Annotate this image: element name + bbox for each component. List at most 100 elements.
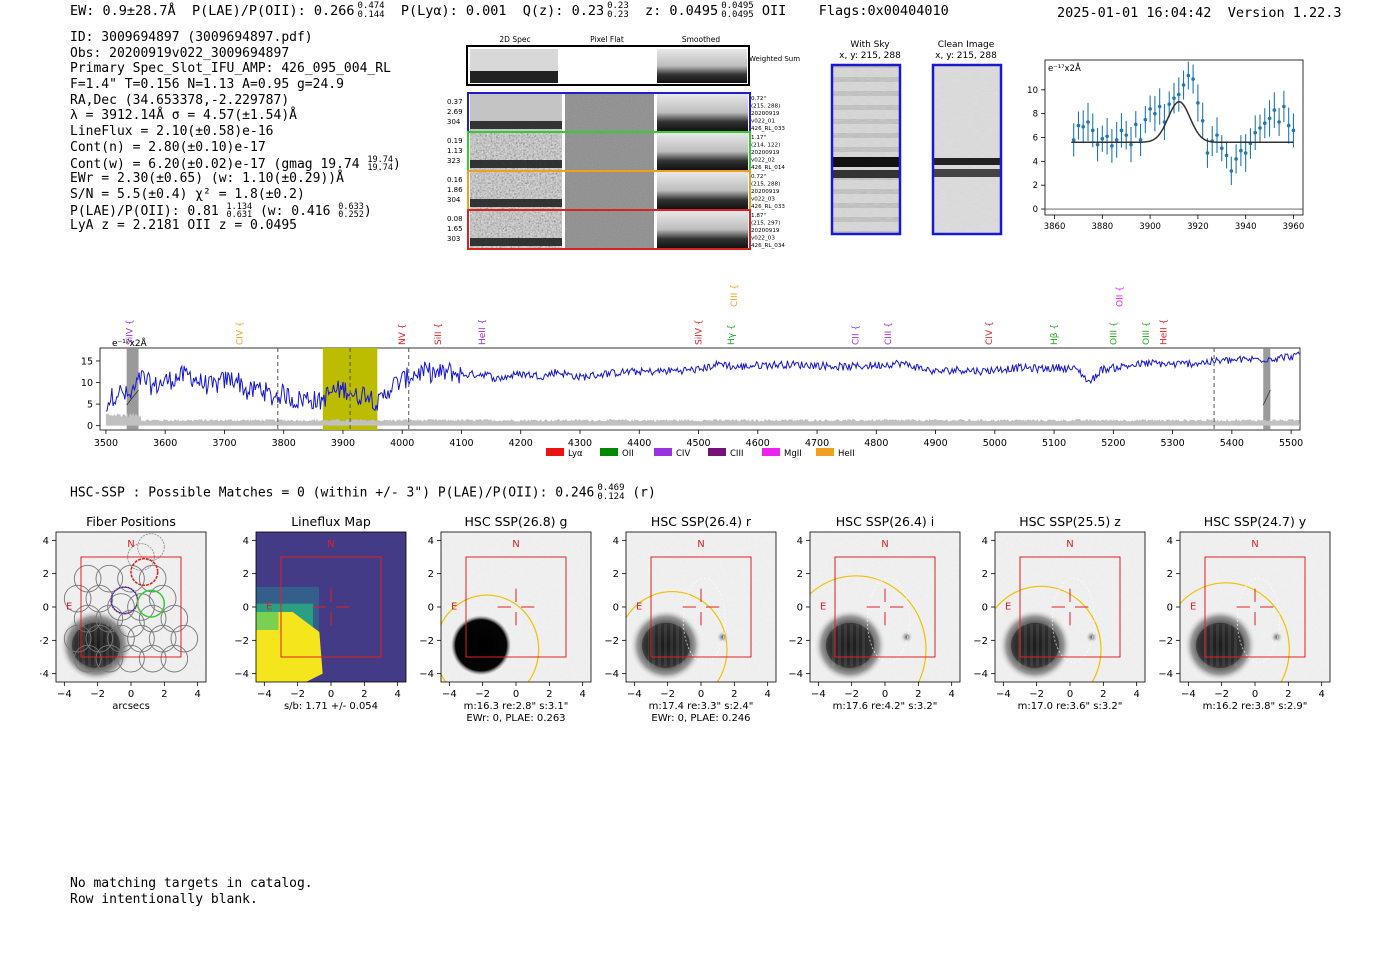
compass-north: N — [512, 539, 519, 550]
fit-data-point — [1200, 102, 1205, 139]
fit-data-point — [1205, 138, 1210, 168]
strip-2dspec-band — [470, 160, 562, 168]
fit-ylabel: e⁻¹⁷x2Å — [1048, 62, 1081, 74]
fit-xtick-label: 3920 — [1187, 222, 1209, 232]
panel-xtick-label: 4 — [948, 689, 954, 700]
spectrum-xtick-label: 5000 — [983, 438, 1007, 449]
qz-value: Q(z): 0.23 — [522, 3, 605, 19]
strip-smoothed — [657, 211, 748, 248]
panel-xtick-label: −2 — [1214, 689, 1229, 700]
fit-data-point — [1076, 111, 1081, 140]
svg-text:HeII: HeII — [838, 449, 855, 459]
panel-ytick-label: −4 — [604, 669, 619, 680]
emission-line-marker: CIII { — [884, 322, 894, 345]
report-header: EW: 0.9±28.7Å P(LAE)/P(OII): 0.266 0.474 0… — [70, 2, 1400, 22]
detection-info: ID: 3009694897 (3009694897.pdf) Obs: 202… — [70, 30, 401, 234]
strip-row-value: 1.86 — [447, 186, 463, 194]
fit-data-point — [1176, 77, 1181, 112]
emission-line-marker: CIV { — [985, 321, 995, 345]
panel-xtick-label: 4 — [394, 689, 400, 700]
panel-xtick-label: 2 — [731, 689, 737, 700]
svg-text:SiIV {: SiIV { — [695, 319, 705, 345]
panel-ytick-label: 4 — [243, 536, 249, 547]
masked-hatch — [126, 389, 139, 406]
fit-data-point — [1167, 91, 1172, 117]
fit-ytick-label: 8 — [1033, 110, 1038, 120]
spectrum-xtick-label: 5300 — [1160, 438, 1184, 449]
emission-line-marker: OIII { — [1142, 321, 1152, 345]
panel-caption: m:17.0 re:3.6" s:3.2" — [1018, 701, 1123, 712]
panel-title: HSC SSP(26.4) r — [651, 514, 752, 529]
fit-ytick-label: 2 — [1033, 181, 1038, 191]
strip-2dspec-band — [470, 199, 562, 207]
weighted-sum-label: Weighted Sum — [749, 55, 800, 63]
gmag-lo: 19.74 — [367, 163, 394, 173]
spectrum-xtick-label: 4400 — [627, 438, 651, 449]
z-value: z: 0.0495 — [645, 3, 719, 19]
panel-caption: m:16.2 re:3.8" s:2.9" — [1203, 701, 1308, 712]
svg-text:CIII {: CIII { — [884, 322, 894, 345]
panel-xtick-label: 4 — [194, 689, 200, 700]
fit-data-point — [1090, 113, 1095, 148]
fit-data-point — [1234, 144, 1238, 174]
panel-ytick-label: −2 — [40, 636, 49, 647]
panel-ytick-label: 2 — [43, 569, 49, 580]
strip-row: 0.19 1.13 323 1.17" (214, 122)20200919 v022_0… — [447, 131, 785, 172]
panel-title: HSC SSP(25.5) z — [1019, 514, 1121, 529]
fit-data-point — [1243, 134, 1248, 172]
strip-pixelflat-noise — [565, 133, 654, 170]
fit-data-point — [1186, 61, 1191, 90]
panel-xtick-label: 0 — [698, 689, 704, 700]
panel-xtick-label: −2 — [475, 689, 490, 700]
fit-data-point — [1153, 96, 1157, 132]
emission-line-marker: CIII { — [730, 284, 740, 307]
panel-xtick-label: 0 — [1252, 689, 1258, 700]
panel-ytick-label: −2 — [234, 636, 249, 647]
panel-ytick-label: 2 — [797, 569, 803, 580]
fit-data-point — [1282, 90, 1286, 123]
strip-header-pixelflat: Pixel Flat — [590, 35, 624, 44]
info-plae-w-lo: 0.252 — [338, 210, 364, 221]
spectrum-xtick-label: 4500 — [686, 438, 710, 449]
z-lo: 0.0495 — [721, 10, 754, 20]
info-cont-n: Cont(n) = 2.80(±0.10)e-17 — [70, 139, 266, 155]
info-plae-w-hi: 0.633 — [338, 201, 364, 212]
fit-ytick-label: 0 — [1033, 205, 1038, 215]
strip-smoothed — [657, 133, 748, 170]
fit-xtick-label: 3940 — [1235, 222, 1257, 232]
ifu-footprint-box — [465, 556, 567, 658]
fit-data-point — [1258, 114, 1262, 142]
fit-ytick-label: 4 — [1033, 157, 1038, 167]
panel-xtick-label: 0 — [1067, 689, 1073, 700]
panel-xtick-label: −2 — [90, 689, 105, 700]
fit-data-point — [1262, 108, 1267, 139]
spectrum-xtick-label: 4900 — [923, 438, 947, 449]
panel-ytick-label: −4 — [1158, 669, 1173, 680]
sky-cutouts: With Sky x, y: 215, 288 Clean Image x, y… — [830, 40, 1003, 236]
panel-ytick-label: 0 — [43, 603, 49, 614]
legend-item: Lyα — [546, 448, 583, 459]
panel-xtick-label: 0 — [328, 689, 334, 700]
hsc-summary-text: HSC-SSP : Possible Matches = 0 (within +… — [70, 485, 595, 501]
fit-data-point — [1253, 115, 1258, 151]
fit-window-region — [322, 348, 378, 430]
panel-ytick-label: −2 — [973, 636, 988, 647]
emission-line-marker: CIV { — [235, 321, 245, 345]
plya-value: P(Lyα): 0.001 — [400, 3, 507, 19]
strip-row-value: 2.69 — [447, 108, 463, 116]
image-panel: Fiber Positions N E 4 2 0 −2 −4 −4 −2 0 2 4 arcsecs — [40, 514, 207, 712]
info-lineflux: LineFlux = 2.10(±0.58)e-16 — [70, 124, 274, 140]
panel-image — [441, 532, 591, 682]
fit-data-point — [1181, 70, 1186, 100]
strip-row: 0.37 2.69 304 0.72" (215, 288)20200919 v022_0… — [447, 92, 785, 133]
strip-row-meta: 20200919 — [751, 189, 780, 195]
line-fit-plot: e⁻¹⁷x2Å 3860 3880 3900 3920 3940 3960 0 2 4 6 8 10 — [1027, 59, 1304, 232]
panel-caption: m:16.3 re:2.8" s:3.1" — [464, 701, 569, 712]
panel-xtick-label: −2 — [1029, 689, 1044, 700]
fit-data-point — [1133, 111, 1138, 138]
strip-row-value: 1.13 — [447, 147, 463, 155]
strip-row-meta: (215, 297) — [751, 221, 780, 227]
panel-ytick-label: −4 — [788, 669, 803, 680]
svg-text:OII {: OII { — [1115, 286, 1125, 307]
fit-data-point — [1291, 113, 1296, 148]
